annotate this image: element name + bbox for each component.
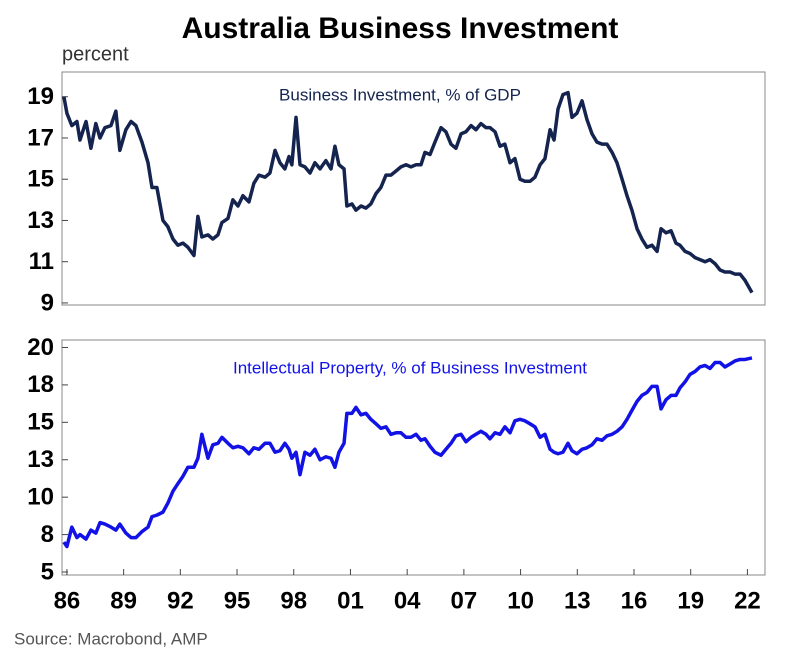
- x-tick-label: 89: [110, 587, 137, 614]
- y-tick-label: 11: [29, 248, 54, 275]
- y-tick-label: 13: [27, 446, 54, 473]
- x-tick-label: 04: [394, 587, 421, 614]
- y-tick-label: 15: [27, 409, 54, 436]
- series-line: [62, 356, 753, 549]
- y-axis-label: percent: [62, 43, 129, 65]
- x-tick-label: 10: [507, 587, 534, 614]
- x-tick-label: 86: [54, 587, 81, 614]
- y-tick-label: 13: [27, 207, 54, 234]
- y-tick-label: 9: [41, 289, 54, 316]
- x-tick-label: 98: [280, 587, 307, 614]
- x-tick-label: 16: [621, 587, 648, 614]
- series-label: Business Investment, % of GDP: [279, 85, 521, 104]
- x-tick-label: 95: [224, 587, 251, 614]
- y-tick-label: 15: [27, 166, 54, 193]
- y-tick-label: 17: [27, 124, 54, 151]
- y-tick-label: 18: [27, 371, 54, 398]
- y-tick-label: 10: [27, 484, 54, 511]
- y-tick-label: 5: [41, 558, 54, 585]
- plot-frame: [61, 71, 766, 306]
- plot-frame: [61, 339, 766, 576]
- source: Source: Macrobond, AMP: [14, 629, 208, 648]
- x-tick-label: 13: [564, 587, 591, 614]
- x-tick-label: 19: [677, 587, 704, 614]
- series-label: Intellectual Property, % of Business Inv…: [233, 358, 587, 377]
- x-tick-label: 22: [734, 587, 761, 614]
- chart-title: Australia Business Investment: [182, 12, 619, 45]
- series-line: [62, 90, 754, 294]
- x-tick-label: 01: [337, 587, 364, 614]
- x-tick-label: 92: [167, 587, 194, 614]
- y-tick-label: 8: [41, 521, 54, 548]
- y-tick-label: 19: [27, 83, 54, 110]
- x-tick-label: 07: [451, 587, 478, 614]
- y-tick-label: 20: [27, 334, 54, 361]
